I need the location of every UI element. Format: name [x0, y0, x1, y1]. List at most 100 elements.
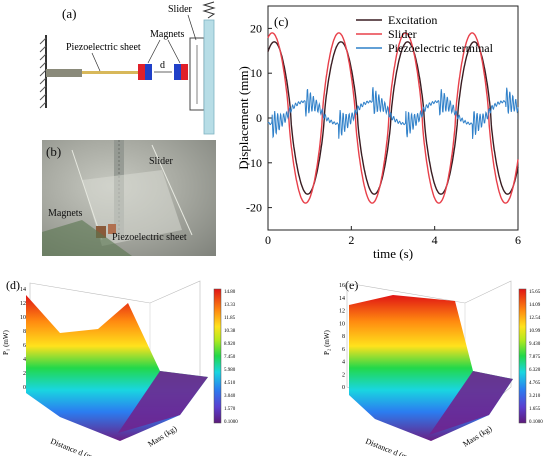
colorbar-tick-label: 1.570 — [224, 407, 236, 412]
photo-drawing — [42, 140, 193, 256]
series-lines — [267, 32, 519, 204]
colorbar-d — [213, 288, 222, 424]
surface-e — [349, 295, 513, 441]
magnet-blue-1 — [145, 64, 152, 80]
z-tick-label: 14 — [20, 287, 26, 293]
z-tick-label: 2 — [342, 372, 345, 378]
colorbar-tick-label: 9.430 — [529, 342, 541, 347]
z-tick-label: 16 — [339, 283, 345, 289]
colorbar-tick-label: 3.210 — [529, 394, 541, 399]
surface-d — [26, 295, 208, 441]
panel-b-photo: (b) Slider Magnets Piezoelectric sheet — [42, 140, 216, 256]
panel-d-tag: (d) — [6, 278, 20, 292]
colorbar-tick-label: 14.80 — [224, 290, 236, 295]
panel-d: (d) P₁ (mW) Distance d (mm) Mass (kg) 0 2… — [0, 275, 245, 461]
y-axis-ticks: -20 -10 0 10 20 — [246, 21, 272, 215]
colorbar-tick-label: 4.765 — [529, 381, 541, 386]
colorbar-tick-label: 10.99 — [529, 329, 541, 334]
x-axis-label: time (s) — [373, 246, 413, 261]
y-tick-label: 20 — [250, 21, 262, 35]
magnet-red-2 — [181, 64, 188, 80]
colorbar-tick-label: 10.38 — [224, 329, 236, 334]
ylabel-e: Mass (kg) — [461, 424, 493, 449]
colorbar-tick-label: 1.655 — [529, 407, 541, 412]
piezo-beam — [82, 71, 138, 74]
colorbar-tick-label: 4.510 — [224, 381, 236, 386]
y-tick-label: 0 — [256, 111, 262, 125]
colorbar-tick-label: 3.040 — [224, 394, 236, 399]
legend-entry: Excitation — [388, 13, 437, 27]
zlabel-e: P₂ (mW) — [323, 330, 331, 355]
z-tick-label: 10 — [339, 321, 345, 327]
legend-entry: Slider — [388, 27, 417, 41]
z-tick-label: 10 — [20, 315, 26, 321]
colorbar-e — [518, 288, 527, 424]
series-line-piezoelectric-terminal — [267, 87, 519, 139]
x-axis-ticks: 0 2 4 6 — [265, 226, 521, 247]
panel-e: (e) P₂ (mW) Distance d (mm) Mass (kg) 0 2… — [305, 275, 550, 461]
z-tick-label: 12 — [339, 309, 345, 315]
piezo-label-b: Piezoelectric sheet — [112, 232, 187, 243]
slider-label-b: Slider — [149, 156, 173, 167]
colorbar-tick-label: 15.65 — [529, 290, 541, 295]
series-line-slider — [267, 32, 519, 204]
colorbar-tick-label: 7.450 — [224, 355, 236, 360]
z-tick-label: 4 — [342, 360, 345, 366]
colorbar-tick-label: 7.875 — [529, 355, 541, 360]
colorbar-tick-label: 5.980 — [224, 368, 236, 373]
magnet-blue-2 — [174, 64, 181, 80]
clamp-block — [46, 69, 82, 77]
colorbar-tick-label: 8.920 — [224, 342, 236, 347]
colorbar-tick-label: 0.1000 — [224, 420, 238, 425]
legend-entry: Piezoelectric terminal — [388, 41, 494, 55]
surface-d-svg: (d) P₁ (mW) Distance d (mm) Mass (kg) 0 2… — [2, 278, 238, 461]
ylabel-d: Mass (kg) — [146, 424, 178, 449]
z-tick-label: 8 — [23, 329, 26, 335]
colorbar-tick-label: 11.85 — [224, 316, 236, 321]
y-tick-label: -10 — [246, 156, 262, 170]
colorbar-tick-label: 14.09 — [529, 303, 541, 308]
panel-e-tag: (e) — [345, 278, 358, 292]
z-tick-label: 8 — [342, 334, 345, 340]
piezo-leader — [91, 52, 101, 72]
z-tick-label: 4 — [23, 357, 26, 363]
piezo-sheet-label: Piezoelectric sheet — [66, 42, 141, 53]
surface-e-svg: (e) P₂ (mW) Distance d (mm) Mass (kg) 0 2… — [323, 278, 543, 461]
panel-c: (c) -20 -10 0 10 20 0 2 4 6 Excitation Slider Pie… — [228, 0, 550, 265]
magnet-red-1 — [138, 64, 145, 80]
spring — [202, 1, 216, 19]
y-tick-label: 10 — [250, 66, 262, 80]
panel-c-tag: (c) — [274, 14, 288, 29]
colorbar-tick-label: 12.54 — [529, 316, 541, 321]
x-tick-label: 2 — [348, 233, 354, 247]
colorbar-tick-label: 13.33 — [224, 303, 236, 308]
magnets-leader-1 — [147, 39, 161, 64]
slider-rod — [203, 19, 215, 135]
schematic-svg: (a) d Piezoelectric sheet Magnets — [39, 1, 216, 135]
z-ticks-e: 0 2 4 6 8 10 12 14 16 — [339, 283, 345, 391]
z-tick-label: 0 — [342, 385, 345, 391]
panel-a-tag: (a) — [62, 6, 76, 21]
z-tick-label: 6 — [23, 343, 26, 349]
x-tick-label: 0 — [265, 233, 271, 247]
x-tick-label: 4 — [432, 233, 438, 247]
magnets-label: Magnets — [150, 29, 185, 40]
y-axis-label: Displacement (mm) — [236, 66, 251, 170]
colorbar-tick-label: 6.320 — [529, 368, 541, 373]
zlabel-d: P₁ (mW) — [2, 330, 10, 355]
gap-label: d — [160, 60, 165, 71]
x-tick-label: 6 — [515, 233, 521, 247]
colorbar-tick-label: 0.1000 — [529, 420, 543, 425]
z-tick-label: 2 — [23, 371, 26, 377]
xlabel-e: Distance d (mm) — [364, 437, 418, 456]
z-tick-label: 0 — [23, 385, 26, 391]
z-tick-label: 6 — [342, 347, 345, 353]
series-line-excitation — [267, 41, 519, 195]
xlabel-d: Distance d (mm) — [49, 437, 103, 456]
displacement-chart: (c) -20 -10 0 10 20 0 2 4 6 ExcitationSliderPie… — [236, 5, 521, 261]
y-tick-label: -20 — [246, 201, 262, 215]
magnets-leader-2 — [167, 39, 181, 64]
z-ticks-d: 0 2 4 6 8 10 12 14 — [20, 287, 26, 391]
panel-a: (a) d Piezoelectric sheet Magnets — [0, 0, 240, 140]
